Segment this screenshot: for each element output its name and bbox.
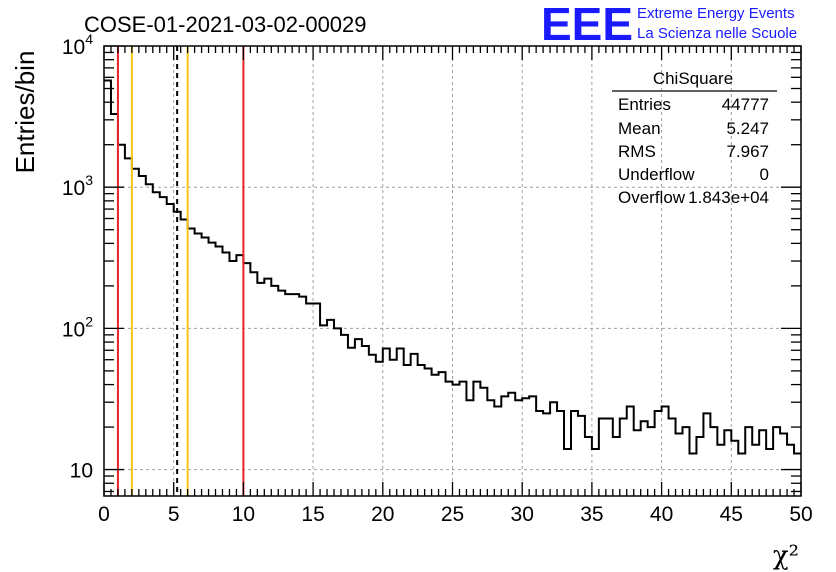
y-tick-label: 10: [70, 460, 93, 483]
stats-title: ChiSquare: [653, 69, 733, 88]
logo-line-1: Extreme Energy Events: [637, 5, 795, 22]
grid-layer: [104, 45, 801, 496]
x-tick-label: 35: [580, 503, 603, 526]
stats-box: ChiSquare Entries 44777 Mean 5.247 RMS 7…: [612, 69, 777, 207]
x-tick-label: 5: [168, 503, 180, 526]
stat-label-mean: Mean: [618, 119, 661, 138]
stat-value-entries: 44777: [722, 95, 769, 114]
axis-ticks: 0 5 10 15 20 25 30 35 40 45 50 10 102 103 104: [62, 31, 813, 526]
x-axis-title: χ²: [773, 541, 799, 571]
x-tick-label: 15: [301, 503, 324, 526]
logo-line-2: La Scienza nelle Scuole: [637, 25, 797, 42]
marker-lines: [116, 46, 245, 496]
x-tick-label: 20: [371, 503, 394, 526]
stat-label-underflow: Underflow: [618, 165, 695, 184]
y-tick-label: 102: [62, 313, 93, 341]
stat-label-overflow: Overflow: [618, 188, 686, 207]
x-tick-label: 30: [511, 503, 534, 526]
y-axis-title: Entries/bin: [10, 51, 40, 174]
stat-value-underflow: 0: [760, 165, 769, 184]
stat-label-rms: RMS: [618, 142, 656, 161]
x-tick-label: 10: [232, 503, 255, 526]
stat-label-entries: Entries: [618, 95, 671, 114]
stat-value-rms: 7.967: [726, 142, 769, 161]
x-tick-label: 40: [650, 503, 673, 526]
y-tick-label: 103: [62, 172, 93, 200]
stat-value-overflow: 1.843e+04: [688, 188, 769, 207]
stat-value-mean: 5.247: [726, 119, 769, 138]
x-tick-label: 45: [720, 503, 743, 526]
histogram-line: [104, 79, 801, 455]
chart-title: COSE-01-2021-03-02-00029: [84, 12, 367, 37]
x-tick-label: 25: [441, 503, 464, 526]
x-tick-label: 50: [789, 503, 812, 526]
eee-logo: EEE: [541, 0, 633, 50]
y-tick-label: 104: [62, 31, 93, 59]
x-tick-label: 0: [98, 503, 110, 526]
